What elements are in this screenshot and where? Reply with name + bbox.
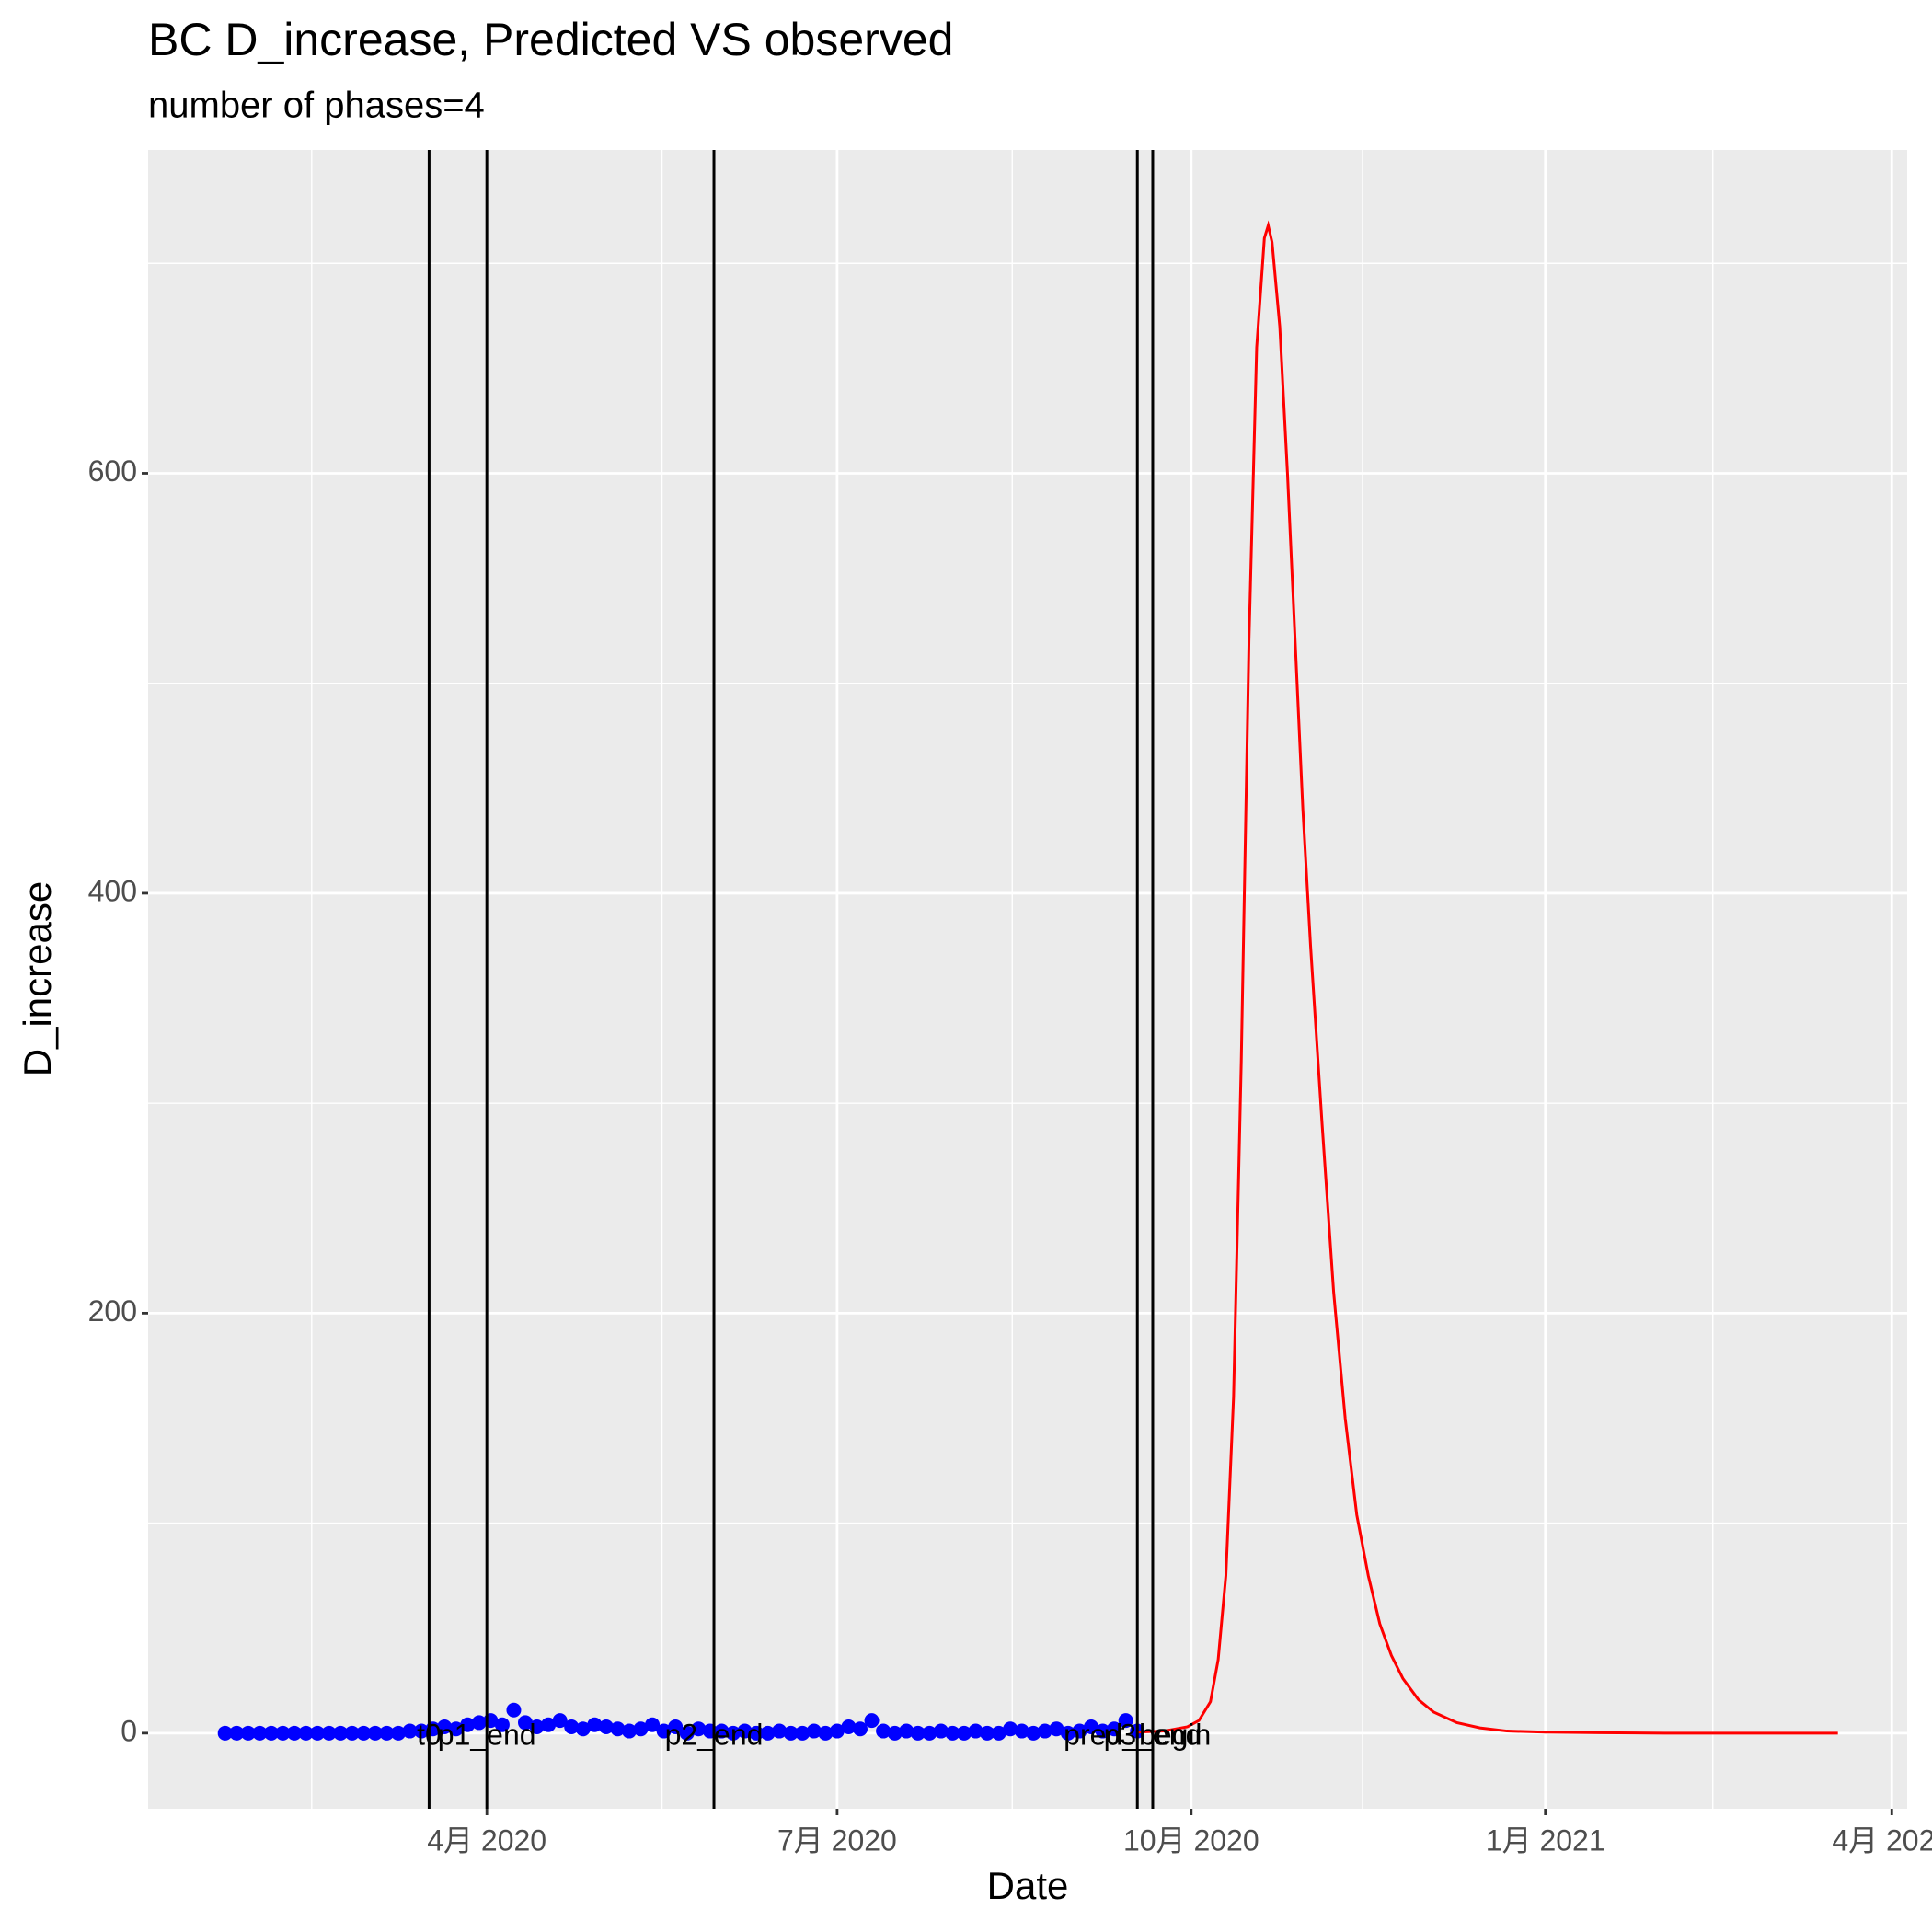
observed-point xyxy=(899,1723,914,1739)
observed-point xyxy=(448,1721,464,1737)
observed-point xyxy=(991,1725,1006,1741)
observed-point xyxy=(414,1723,430,1739)
observed-point xyxy=(552,1713,568,1729)
observed-point xyxy=(645,1717,661,1732)
observed-point xyxy=(518,1715,534,1731)
phase-label: p2_end xyxy=(665,1718,764,1751)
phase-label: pred_begin xyxy=(1064,1718,1211,1751)
observed-point xyxy=(344,1725,360,1741)
observed-point xyxy=(529,1719,545,1734)
observed-point xyxy=(829,1723,845,1739)
observed-point xyxy=(968,1723,983,1739)
observed-point xyxy=(772,1723,788,1739)
phase-label: t0 xyxy=(417,1718,442,1751)
observed-point xyxy=(945,1725,960,1741)
observed-point xyxy=(229,1725,245,1741)
observed-point xyxy=(691,1721,707,1737)
observed-point xyxy=(402,1723,418,1739)
observed-point xyxy=(714,1723,730,1739)
observed-point xyxy=(853,1721,868,1737)
observed-point xyxy=(679,1725,695,1741)
y-tick-label: 0 xyxy=(121,1714,137,1747)
observed-point xyxy=(1095,1723,1110,1739)
observed-point xyxy=(725,1725,741,1741)
observed-point xyxy=(749,1725,765,1741)
observed-point xyxy=(437,1719,453,1734)
predicted-line xyxy=(1137,220,1838,1735)
chart-subtitle: number of phases=4 xyxy=(148,86,485,126)
observed-point xyxy=(668,1719,684,1734)
y-tick-label: 200 xyxy=(88,1294,137,1328)
observed-point xyxy=(956,1725,972,1741)
observed-point xyxy=(217,1725,233,1741)
phase-label: p3_end xyxy=(1104,1718,1202,1751)
observed-point xyxy=(910,1725,926,1741)
observed-point xyxy=(1049,1721,1064,1737)
chart-title: BC D_increase, Predicted VS observed xyxy=(148,14,953,65)
observed-point xyxy=(494,1717,510,1732)
observed-point xyxy=(841,1719,857,1734)
observed-point xyxy=(298,1725,314,1741)
observed-point xyxy=(818,1725,834,1741)
observed-point xyxy=(286,1725,302,1741)
y-axis-title: D_increase xyxy=(16,881,59,1076)
observed-point xyxy=(321,1725,337,1741)
observed-point xyxy=(240,1725,256,1741)
plot-panel xyxy=(148,150,1907,1809)
observed-point xyxy=(1072,1723,1087,1739)
observed-point xyxy=(1060,1725,1075,1741)
observed-point xyxy=(1003,1721,1018,1737)
observed-point xyxy=(783,1725,799,1741)
x-axis-title: Date xyxy=(987,1864,1069,1907)
y-tick-label: 400 xyxy=(88,874,137,907)
observed-point xyxy=(887,1725,903,1741)
observed-point xyxy=(1118,1713,1133,1729)
observed-point xyxy=(541,1717,557,1732)
observed-point xyxy=(760,1725,776,1741)
observed-point xyxy=(864,1713,880,1729)
x-tick-label: 7月 2020 xyxy=(777,1823,897,1857)
observed-point xyxy=(806,1723,822,1739)
observed-point xyxy=(367,1725,383,1741)
observed-point xyxy=(922,1725,937,1741)
observed-point xyxy=(252,1725,268,1741)
observed-point xyxy=(737,1723,753,1739)
observed-point xyxy=(460,1717,476,1732)
observed-point xyxy=(621,1723,637,1739)
observed-point xyxy=(333,1725,349,1741)
observed-point xyxy=(876,1723,891,1739)
observed-point xyxy=(1014,1723,1029,1739)
observed-point xyxy=(356,1725,372,1741)
x-tick-label: 4月 2020 xyxy=(427,1823,546,1857)
observed-point xyxy=(633,1721,649,1737)
observed-point xyxy=(564,1719,580,1734)
observed-point xyxy=(471,1715,487,1731)
observed-point xyxy=(310,1725,326,1741)
y-tick-label: 600 xyxy=(88,454,137,488)
observed-point xyxy=(275,1725,291,1741)
observed-point xyxy=(575,1721,591,1737)
observed-point xyxy=(263,1725,279,1741)
observed-point xyxy=(933,1723,949,1739)
x-tick-label: 10月 2020 xyxy=(1123,1823,1259,1857)
observed-point xyxy=(1107,1721,1122,1737)
observed-point xyxy=(598,1719,614,1734)
observed-point xyxy=(390,1725,406,1741)
observed-point xyxy=(980,1725,995,1741)
observed-point xyxy=(610,1721,626,1737)
observed-point xyxy=(379,1725,395,1741)
x-tick-label: 1月 2021 xyxy=(1486,1823,1605,1857)
phase-label: p1_end xyxy=(438,1718,536,1751)
observed-point xyxy=(1037,1723,1052,1739)
observed-point xyxy=(656,1723,672,1739)
observed-point xyxy=(795,1725,811,1741)
x-tick-label: 4月 2021 xyxy=(1832,1823,1932,1857)
observed-point xyxy=(506,1702,522,1718)
observed-point xyxy=(1084,1719,1099,1734)
observed-point xyxy=(1026,1725,1041,1741)
observed-point xyxy=(587,1717,603,1732)
